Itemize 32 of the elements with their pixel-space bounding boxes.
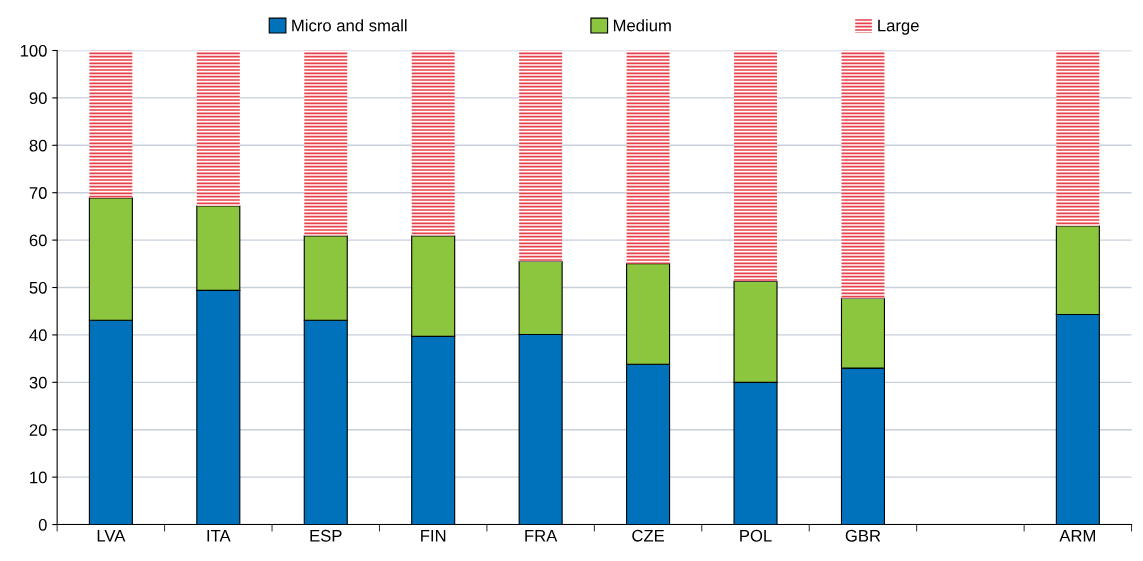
bar: [626, 50, 670, 264]
legend-label: Medium: [613, 19, 671, 32]
bar: [196, 50, 240, 206]
x-tick-label: GBR: [845, 529, 881, 542]
legend-label: Micro and small: [292, 19, 407, 32]
bar: [519, 50, 563, 262]
x-tick-label: FRA: [525, 530, 558, 542]
y-tick-label: 30: [29, 376, 47, 389]
x-tick-label: ESP: [310, 529, 342, 542]
x-tick-label: CZE: [632, 529, 665, 542]
y-tick-label: 100: [20, 44, 47, 57]
y-tick-label: 70: [29, 187, 47, 199]
x-tick-label: FIN: [421, 530, 446, 542]
y-tick-label: 40: [29, 329, 47, 342]
x-tick-label: ITA: [207, 530, 231, 542]
bar: [89, 50, 133, 198]
x-tick-label: LVA: [97, 530, 126, 542]
y-tick-label: 80: [29, 139, 47, 152]
bar: [1056, 50, 1100, 226]
y-tick-label: 90: [29, 92, 47, 105]
bar: [841, 50, 885, 299]
legend-label: Large: [878, 19, 919, 35]
bar: [734, 50, 778, 282]
y-tick-label: 0: [38, 518, 47, 531]
bar: [411, 50, 455, 236]
y-tick-label: 10: [30, 471, 47, 484]
y-tick-label: 60: [29, 234, 47, 247]
x-tick-label: ARM: [1059, 530, 1095, 542]
y-tick-label: 20: [29, 424, 47, 436]
y-tick-label: 50: [29, 281, 47, 294]
x-tick-label: POL: [740, 529, 772, 542]
bar: [304, 50, 348, 236]
